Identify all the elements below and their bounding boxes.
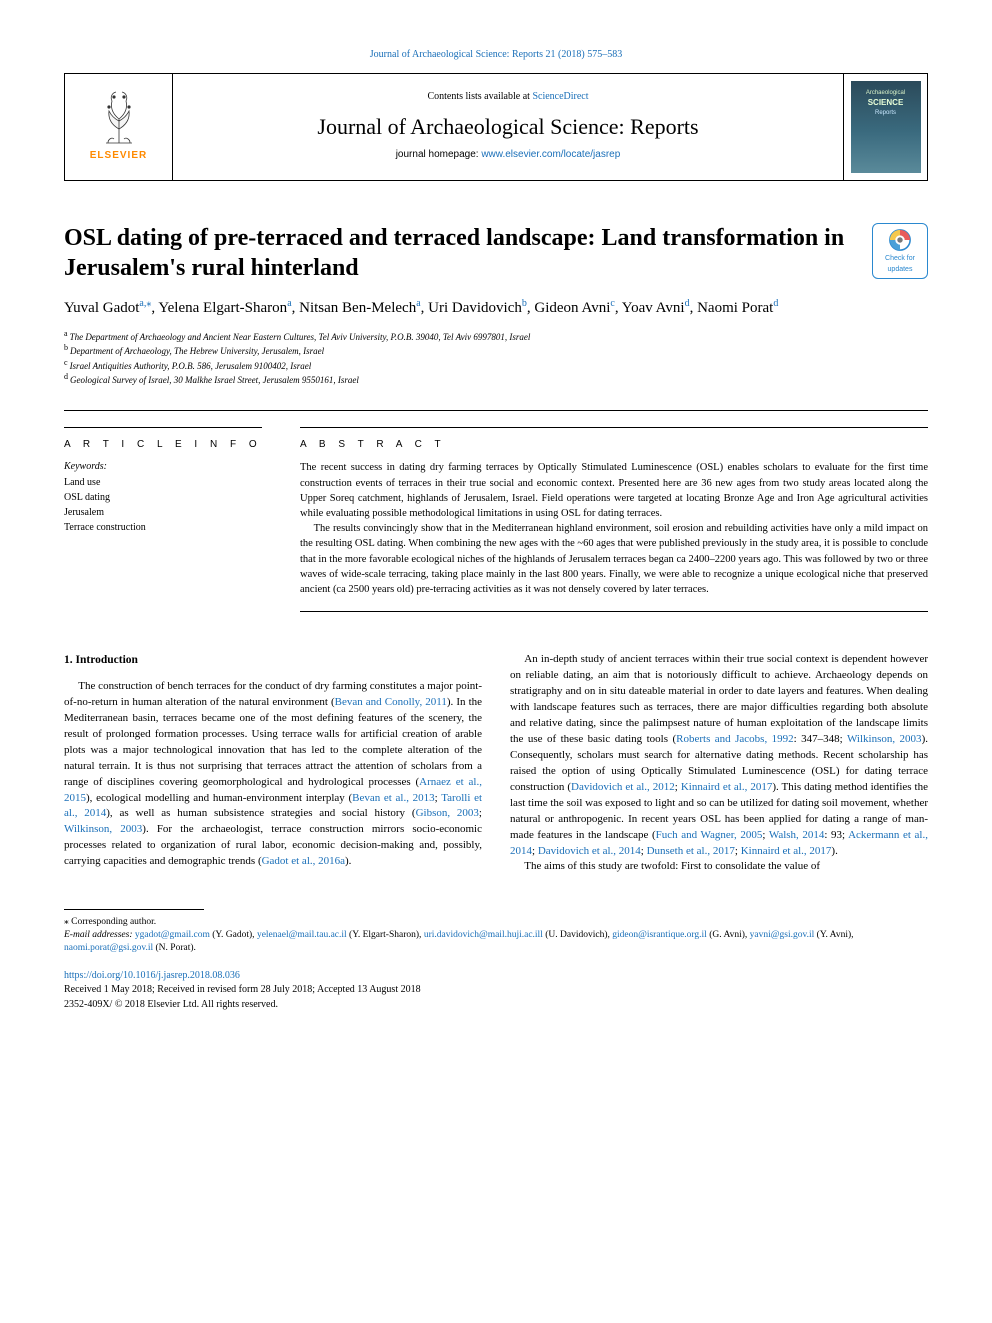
- keyword: Land use: [64, 475, 264, 490]
- journal-homepage-link[interactable]: www.elsevier.com/locate/jasrep: [481, 149, 620, 160]
- email-link[interactable]: gideon@israntique.org.il: [612, 930, 707, 940]
- email-link[interactable]: naomi.porat@gsi.gov.il: [64, 943, 153, 953]
- citation-link[interactable]: Bevan and Conolly, 2011: [335, 696, 447, 708]
- body-para: The aims of this study are twofold: Firs…: [510, 859, 928, 875]
- divider: [64, 410, 928, 411]
- journal-header: ELSEVIER Contents lists available at Sci…: [64, 73, 928, 181]
- publisher-name: ELSEVIER: [90, 149, 147, 164]
- article-info-heading: A R T I C L E I N F O: [64, 427, 262, 453]
- citation-link[interactable]: Gadot et al., 2016a: [262, 855, 345, 867]
- sciencedirect-link[interactable]: ScienceDirect: [532, 91, 588, 102]
- author-affil-sup: c: [610, 298, 614, 309]
- article-info-column: A R T I C L E I N F O Keywords: Land use…: [64, 427, 264, 612]
- journal-header-center: Contents lists available at ScienceDirec…: [173, 74, 843, 180]
- elsevier-tree-icon: [94, 89, 144, 145]
- abstract-para: The results convincingly show that in th…: [300, 521, 928, 597]
- author: Nitsan Ben-Melech: [299, 300, 416, 316]
- body-para: The construction of bench terraces for t…: [64, 679, 482, 870]
- author-affil-sup: b: [522, 298, 527, 309]
- corresponding-author-note: ⁎ Corresponding author.: [64, 916, 928, 929]
- affiliation: Israel Antiquities Authority, P.O.B. 586…: [70, 361, 312, 371]
- citation-link[interactable]: Walsh, 2014: [769, 829, 825, 841]
- issue-citation-link[interactable]: Journal of Archaeological Science: Repor…: [370, 49, 622, 60]
- author: Gideon Avni: [534, 300, 610, 316]
- author: Yuval Gadot: [64, 300, 139, 316]
- crossmark-icon: [886, 226, 914, 254]
- email-addresses-label: E-mail addresses:: [64, 930, 133, 940]
- author-affil-sup: a,⁎: [139, 298, 151, 309]
- citation-link[interactable]: Dunseth et al., 2017: [647, 845, 735, 857]
- divider: [300, 611, 928, 612]
- journal-cover-cell: Archaeological SCIENCE Reports: [843, 74, 927, 180]
- contents-prefix: Contents lists available at: [427, 91, 532, 102]
- citation-link[interactable]: Fuch and Wagner, 2005: [656, 829, 763, 841]
- citation-link[interactable]: Kinnaird et al., 2017: [741, 845, 832, 857]
- check-updates-line1: Check for: [885, 254, 915, 264]
- keyword: Jerusalem: [64, 505, 264, 520]
- affiliation: Department of Archaeology, The Hebrew Un…: [70, 346, 324, 356]
- keyword: Terrace construction: [64, 520, 264, 535]
- citation-link[interactable]: Davidovich et al., 2012: [571, 781, 675, 793]
- section-heading: 1. Introduction: [64, 652, 482, 669]
- citation-link[interactable]: Roberts and Jacobs, 1992: [676, 733, 794, 745]
- check-for-updates-button[interactable]: Check for updates: [872, 223, 928, 279]
- abstract-heading: A B S T R A C T: [300, 427, 928, 453]
- article-body: 1. Introduction The construction of benc…: [64, 652, 928, 875]
- affiliation: The Department of Archaeology and Ancien…: [70, 332, 531, 342]
- keyword: OSL dating: [64, 490, 264, 505]
- footnote-rule: [64, 909, 204, 910]
- abstract-para: The recent success in dating dry farming…: [300, 460, 928, 521]
- body-para: An in-depth study of ancient terraces wi…: [510, 652, 928, 859]
- homepage-prefix: journal homepage:: [396, 149, 482, 160]
- copyright-line: 2352-409X/ © 2018 Elsevier Ltd. All righ…: [64, 998, 928, 1013]
- citation-link[interactable]: Davidovich et al., 2014: [538, 845, 641, 857]
- issue-citation: Journal of Archaeological Science: Repor…: [64, 48, 928, 63]
- author-list: Yuval Gadota,⁎, Yelena Elgart-Sharona, N…: [64, 297, 928, 320]
- citation-link[interactable]: Gibson, 2003: [416, 807, 479, 819]
- author: Yelena Elgart-Sharon: [158, 300, 287, 316]
- email-link[interactable]: yelenael@mail.tau.ac.il: [257, 930, 347, 940]
- footnotes: ⁎ Corresponding author. E-mail addresses…: [64, 916, 928, 954]
- citation-link[interactable]: Bevan et al., 2013: [352, 792, 435, 804]
- email-link[interactable]: yavni@gsi.gov.il: [750, 930, 815, 940]
- author-affil-sup: d: [773, 298, 778, 309]
- author: Uri Davidovich: [428, 300, 522, 316]
- check-updates-line2: updates: [888, 265, 913, 275]
- abstract-column: A B S T R A C T The recent success in da…: [300, 427, 928, 612]
- email-link[interactable]: uri.davidovich@mail.huji.ac.ill: [424, 930, 543, 940]
- article-title: OSL dating of pre-terraced and terraced …: [64, 223, 856, 283]
- journal-cover-thumb: Archaeological SCIENCE Reports: [851, 81, 921, 173]
- author: Yoav Avni: [622, 300, 685, 316]
- author-affil-sup: a: [287, 298, 291, 309]
- journal-name: Journal of Archaeological Science: Repor…: [183, 111, 833, 143]
- citation-link[interactable]: Kinnaird et al., 2017: [681, 781, 773, 793]
- keywords-label: Keywords:: [64, 460, 264, 475]
- author-affil-sup: d: [685, 298, 690, 309]
- doi-link[interactable]: https://doi.org/10.1016/j.jasrep.2018.08…: [64, 970, 240, 981]
- citation-link[interactable]: Wilkinson, 2003: [64, 823, 142, 835]
- email-link[interactable]: ygadot@gmail.com: [135, 930, 210, 940]
- author: Naomi Porat: [697, 300, 773, 316]
- keywords-list: Land use OSL dating Jerusalem Terrace co…: [64, 475, 264, 535]
- citation-link[interactable]: Wilkinson, 2003: [847, 733, 922, 745]
- publisher-logo-cell: ELSEVIER: [65, 74, 173, 180]
- article-dates: Received 1 May 2018; Received in revised…: [64, 983, 928, 998]
- author-affil-sup: a: [416, 298, 420, 309]
- affiliation: Geological Survey of Israel, 30 Malkhe I…: [70, 375, 359, 385]
- affiliations: aThe Department of Archaeology and Ancie…: [64, 329, 928, 386]
